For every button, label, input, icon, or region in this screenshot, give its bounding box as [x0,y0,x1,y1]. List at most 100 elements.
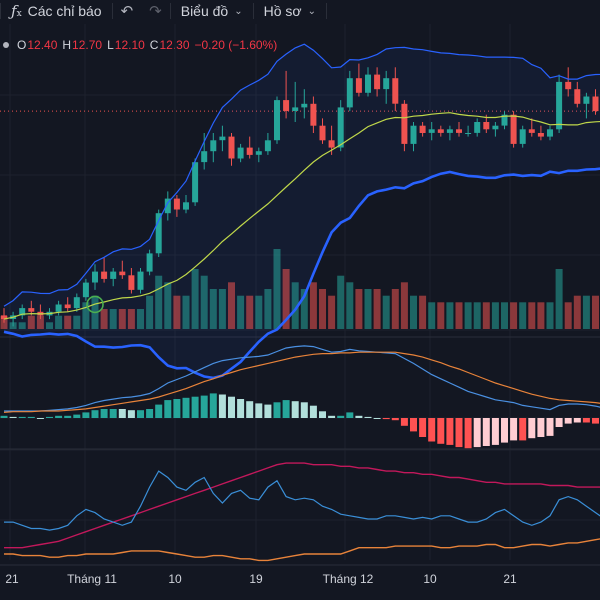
candle-body [483,122,490,130]
volume-bar [127,309,135,329]
volume-bar [18,322,26,329]
candle-body [337,107,344,148]
candle-body [547,129,553,137]
low-key: L [107,38,114,52]
volume-bar [73,315,81,329]
macd-histogram-bar [491,418,499,445]
macd-histogram-bar [127,410,135,418]
toolbar-divider [325,3,327,19]
macd-histogram-bar [482,418,490,446]
macd-histogram-bar [555,418,563,427]
volume-bar [300,289,308,329]
candle-body [419,125,426,133]
volume-bar [537,302,545,329]
macd-histogram-bar [419,418,427,437]
candle-body [365,74,371,93]
candle-body [355,78,362,93]
macd-histogram-bar [437,418,445,444]
macd-histogram-bar [218,394,226,418]
oscillator-pane [4,462,600,562]
macd-histogram-bar [209,393,217,418]
macd-histogram-bar [537,418,545,437]
macd-histogram-bar [73,414,81,418]
macd-histogram-bar [118,409,126,418]
volume-bar [182,295,190,329]
volume-bar [27,315,35,329]
volume-bar [64,315,72,329]
candle-body [328,140,335,148]
candle-body [192,162,199,203]
macd-histogram-bar [273,402,281,418]
candle-body [528,129,535,133]
toolbar-divider [169,3,171,19]
macd-histogram-bar [64,415,72,418]
candle-body [55,304,62,312]
candle-body [64,304,71,309]
candle-body [119,271,126,276]
candle-body [565,81,572,90]
macd-histogram-bar [255,403,263,418]
macd-histogram-bar [300,402,308,418]
candle-body [583,96,590,104]
candle-body [383,78,390,90]
volume-bar [473,302,481,329]
candle-body [446,129,453,133]
chart-type-button[interactable]: Biểu đồ ⌄ [171,0,253,22]
macd-histogram-bar [319,411,326,418]
indicators-button[interactable]: ƒx Các chỉ báo [1,0,112,22]
macd-histogram-bar [246,401,254,418]
time-axis-label: 19 [249,572,263,586]
candle-body [310,103,317,126]
volume-bar [255,295,263,329]
volume-bar [491,302,499,329]
volume-bar [437,302,445,329]
candle-body [264,140,271,152]
volume-bar [228,282,235,329]
volume-bar [373,289,381,329]
volume-bar [46,322,53,329]
candles [1,63,599,327]
candle-body [537,133,544,137]
candle-body [1,315,7,319]
macd-histogram-bar [382,418,390,420]
candle-body [137,271,144,290]
macd-histogram-bar [473,418,481,448]
candle-body [274,100,280,141]
volume-bar [109,309,117,329]
volume-bar [309,282,317,329]
volume-bar [337,275,345,329]
candle-body [456,129,462,133]
candle-body [228,136,235,159]
macd-histogram-bar [100,409,108,418]
macd-histogram-bar [546,418,554,436]
candle-body [319,125,326,141]
candle-body [92,271,98,283]
candle-body [28,308,35,312]
volume-bar [400,282,408,329]
redo-icon[interactable]: ↷ [149,3,162,20]
macd-histogram-bar [455,418,463,448]
volume-bar [218,289,226,329]
macd-histogram-bar [391,418,399,421]
macd-histogram-bar [364,416,372,418]
volume-bar [82,302,90,329]
toolbar-divider [0,3,1,19]
volume-bar [200,275,208,329]
top-toolbar: ƒx Các chỉ báo ↶ ↷ Biểu đồ ⌄ Hồ sơ ⌄ [0,0,600,22]
profile-button[interactable]: Hồ sơ ⌄ [254,0,326,22]
undo-icon[interactable]: ↶ [120,3,134,20]
oscillator-blue-line [4,470,600,531]
macd-histogram-bar [464,418,472,449]
signal-marker-circle [86,295,104,314]
volume-bar [36,315,44,329]
macd-pane [0,345,600,449]
macd-histogram-bar [36,418,44,419]
profile-label: Hồ sơ [263,3,302,19]
toolbar-divider [252,3,254,19]
macd-histogram-bar [564,418,572,424]
volume-bar [419,295,427,329]
oscillator-red-line [4,462,600,549]
macd-histogram-bar [291,401,299,418]
time-axis-label: Tháng 11 [67,572,117,586]
